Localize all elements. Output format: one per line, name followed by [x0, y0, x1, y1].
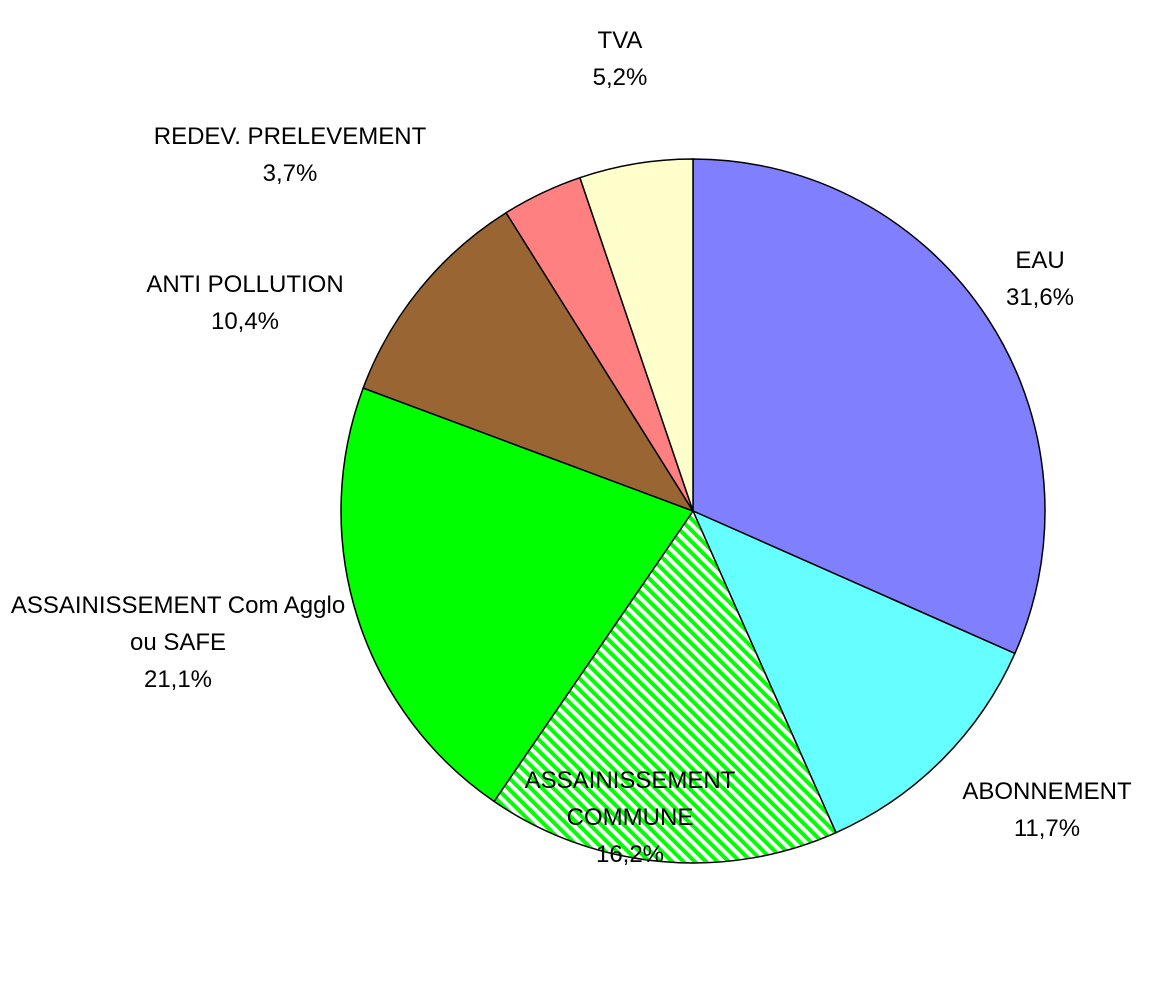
value-label: 21,1%	[143, 666, 213, 693]
value-label: 5,2%	[592, 64, 648, 91]
pie-slice	[493, 509, 837, 864]
category-label: ANTI POLLUTION	[146, 271, 344, 298]
slice-label: ANTI POLLUTION 10,4%	[146, 266, 343, 340]
category-label: EAU	[1015, 247, 1065, 274]
slice-label: TVA 5,2%	[593, 22, 648, 96]
value-label: 31,6%	[1005, 284, 1075, 311]
value-label: 3,7%	[262, 160, 318, 187]
pie-slice	[362, 211, 695, 513]
slice-label: EAU 31,6%	[1006, 242, 1074, 316]
category-label: REDEV. PRELEVEMENT	[153, 123, 427, 150]
pie-slice	[691, 509, 1016, 834]
slice-label: ASSAINISSEMENT COMMUNE 16,2%	[490, 762, 770, 873]
category-label: ABONNEMENT	[962, 778, 1132, 805]
category-label: ASSAINISSEMENT Com Agglo ou SAFE	[10, 592, 346, 656]
pie-slice	[340, 387, 695, 803]
pie-slice	[692, 158, 1046, 655]
slice-label: ABONNEMENT 11,7%	[962, 773, 1131, 847]
value-label: 10,4%	[210, 308, 280, 335]
category-label: TVA	[597, 27, 643, 54]
value-label: 11,7%	[1013, 815, 1081, 842]
value-label: 16,2%	[595, 841, 665, 868]
pie-slice	[578, 158, 694, 512]
category-label: ASSAINISSEMENT COMMUNE	[524, 767, 736, 831]
slice-label: REDEV. PRELEVEMENT 3,7%	[154, 118, 427, 192]
slice-label: ASSAINISSEMENT Com Agglo ou SAFE 21,1%	[3, 587, 353, 698]
